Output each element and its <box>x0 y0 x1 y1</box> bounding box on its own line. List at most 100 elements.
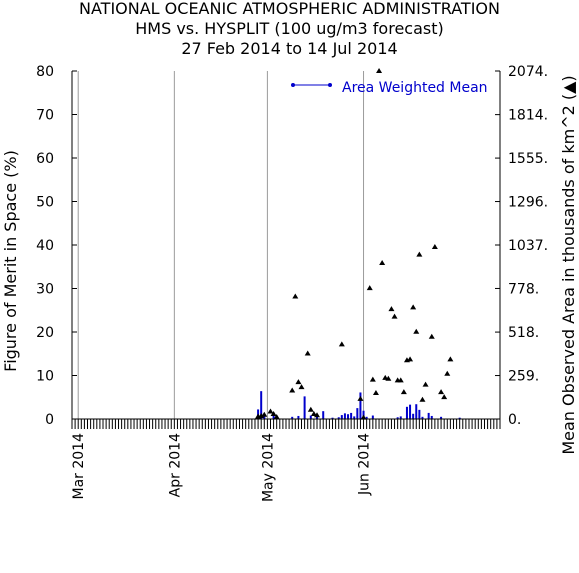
bar <box>418 409 421 419</box>
gridlines <box>77 71 365 419</box>
legend: Area Weighted Mean <box>291 80 488 96</box>
y-left-tick-label: 30 <box>36 282 54 298</box>
triangle-marker <box>413 328 420 334</box>
triangle-marker <box>410 304 417 310</box>
triangle-marker <box>372 389 379 395</box>
marker-series <box>255 68 454 420</box>
triangle-marker <box>385 375 392 381</box>
triangle-marker <box>289 387 296 393</box>
y-right-tick-label: 259. <box>508 369 539 385</box>
bar <box>331 417 334 419</box>
legend-dot <box>291 83 295 87</box>
triangle-marker <box>357 395 364 401</box>
bar <box>356 408 359 419</box>
y-right-tick-label: 1814. <box>508 108 548 124</box>
y-right-tick-label: 1296. <box>508 195 548 211</box>
triangle-marker <box>431 244 438 250</box>
y-right-tick-label: 1037. <box>508 238 548 254</box>
bar <box>412 413 415 419</box>
bar <box>365 416 368 419</box>
legend-label: Area Weighted Mean <box>342 80 488 96</box>
bar <box>399 416 402 419</box>
y-left-tick-label: 40 <box>36 238 54 254</box>
triangle-marker <box>444 370 451 376</box>
legend-dot <box>328 83 332 87</box>
bar <box>440 416 443 419</box>
bar <box>340 415 343 419</box>
tick-labels: Mar 2014 Apr 2014 May 2014 Jun 2014 0 10 20 30 4… <box>36 64 548 502</box>
bar <box>409 404 412 419</box>
triangle-marker <box>273 413 280 419</box>
axes <box>71 70 501 429</box>
bar <box>350 412 353 419</box>
bar <box>297 415 300 419</box>
bar <box>405 406 408 419</box>
bar <box>260 391 263 419</box>
chart-title-line-1: NATIONAL OCEANIC ATMOSPHERIC ADMINISTRAT… <box>79 0 500 18</box>
y-left-tick-label: 10 <box>36 369 54 385</box>
y-right-tick-label: 1555. <box>508 151 548 167</box>
y-left-tick-label: 0 <box>45 412 54 428</box>
triangle-marker <box>428 333 435 339</box>
triangle-marker <box>438 389 445 395</box>
bar <box>430 415 433 419</box>
bar <box>458 417 461 419</box>
y-left-tick-label: 80 <box>36 64 54 80</box>
y-right-tick-label: 0. <box>508 412 521 428</box>
triangle-marker <box>261 411 268 417</box>
triangle-marker <box>416 251 423 257</box>
bar <box>337 417 340 419</box>
triangle-marker <box>310 410 317 416</box>
triangle-marker <box>397 377 404 383</box>
triangle-marker <box>369 376 376 382</box>
bar <box>272 413 275 419</box>
bar <box>359 392 362 419</box>
triangle-marker <box>441 394 448 400</box>
triangle-marker <box>307 406 314 412</box>
y-right-tick-label: 2074. <box>508 64 548 80</box>
bar <box>421 416 424 419</box>
bar <box>396 417 399 419</box>
y-left-tick-label: 50 <box>36 195 54 211</box>
triangle-marker <box>298 384 305 390</box>
x-tick-label: Jun 2014 <box>357 433 373 496</box>
triangle-marker <box>295 379 302 385</box>
triangle-marker <box>391 313 398 319</box>
x-tick-label: Mar 2014 <box>71 433 87 500</box>
y-right-tick-label: 778. <box>508 281 539 297</box>
triangle-marker <box>447 356 454 362</box>
triangle-marker <box>366 285 373 291</box>
triangle-marker <box>376 68 383 73</box>
triangle-marker <box>422 381 429 387</box>
bar-series <box>257 391 461 419</box>
triangle-marker <box>270 410 277 416</box>
bar <box>343 413 346 419</box>
left-axis-label: Figure of Merit in Space (%) <box>1 150 20 372</box>
bar <box>427 412 430 419</box>
bar <box>291 416 294 419</box>
triangle-marker <box>360 414 367 420</box>
triangle-marker <box>419 396 426 402</box>
bar <box>309 415 312 419</box>
chart-title-line-3: 27 Feb 2014 to 14 Jul 2014 <box>181 39 398 58</box>
triangle-marker <box>338 341 345 347</box>
y-right-tick-label: 518. <box>508 325 539 341</box>
bar <box>347 414 350 419</box>
triangle-marker <box>292 293 299 299</box>
bar <box>353 416 356 419</box>
bar <box>263 415 266 419</box>
right-axis-label: Mean Observed Area in thousands of km^2 … <box>559 75 578 454</box>
bar <box>322 411 325 419</box>
triangle-marker <box>400 389 407 395</box>
bar <box>303 396 306 419</box>
bar <box>415 404 418 419</box>
y-left-tick-label: 70 <box>36 108 54 124</box>
triangle-marker <box>267 408 274 414</box>
triangle-marker <box>314 412 321 418</box>
bar <box>371 415 374 419</box>
x-tick-label: May 2014 <box>260 433 276 502</box>
triangle-marker <box>379 259 386 265</box>
triangle-marker <box>407 356 414 362</box>
